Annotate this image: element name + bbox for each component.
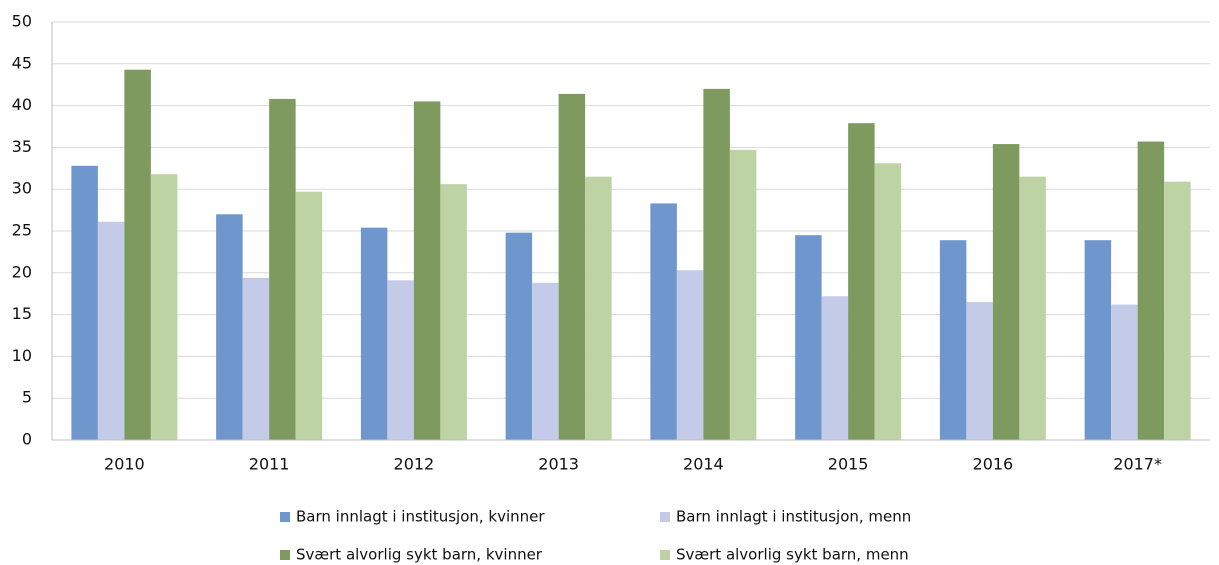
- bar: [242, 277, 270, 440]
- legend-swatch: [280, 512, 290, 522]
- y-tick-label: 45: [12, 53, 32, 72]
- bar: [848, 123, 875, 440]
- bar: [585, 176, 612, 440]
- bar: [992, 144, 1020, 440]
- y-tick-label: 15: [12, 304, 32, 323]
- bar: [939, 240, 967, 440]
- legend-swatch: [660, 512, 670, 522]
- bar: [1164, 181, 1191, 440]
- bar: [505, 232, 533, 440]
- bar: [71, 165, 98, 441]
- bar: [360, 227, 388, 440]
- bar: [413, 101, 441, 441]
- legend-swatch: [280, 550, 290, 560]
- x-tick-label: 2013: [538, 455, 579, 474]
- bar: [1084, 240, 1112, 440]
- x-tick-label: 2011: [249, 455, 290, 474]
- x-tick-label: 2016: [973, 455, 1014, 474]
- legend-label: Barn innlagt i institusjon, kvinner: [296, 508, 545, 526]
- bar: [703, 88, 730, 440]
- x-tick-label: 2017*: [1113, 455, 1162, 474]
- bar: [387, 280, 414, 440]
- legend-label: Svært alvorlig sykt barn, kvinner: [296, 546, 543, 564]
- bar: [97, 221, 125, 440]
- y-tick-label: 5: [22, 388, 32, 407]
- x-tick-label: 2012: [394, 455, 435, 474]
- bar: [676, 270, 704, 440]
- x-tick-label: 2010: [104, 455, 145, 474]
- x-tick-label: 2014: [683, 455, 724, 474]
- bar: [1137, 141, 1165, 440]
- bar: [795, 235, 822, 440]
- y-tick-label: 20: [12, 262, 32, 281]
- bar: [558, 93, 586, 441]
- legend-label: Barn innlagt i institusjon, menn: [676, 508, 911, 526]
- bar: [150, 174, 178, 441]
- y-tick-label: 10: [12, 346, 32, 365]
- y-tick-label: 40: [12, 95, 32, 114]
- bar: [532, 282, 559, 440]
- bar: [1019, 176, 1046, 440]
- y-tick-label: 35: [12, 137, 32, 156]
- y-tick-label: 25: [12, 221, 32, 240]
- bar: [1111, 304, 1138, 440]
- bar: [874, 163, 902, 440]
- y-tick-label: 50: [12, 12, 32, 31]
- bar: [216, 214, 243, 440]
- bar: [821, 296, 849, 440]
- bar: [295, 191, 323, 440]
- y-tick-label: 0: [22, 430, 32, 449]
- bar: [966, 302, 993, 440]
- bar: [440, 184, 467, 440]
- x-tick-label: 2015: [828, 455, 869, 474]
- bar: [729, 149, 757, 440]
- bar: [124, 69, 151, 440]
- bar: [269, 98, 296, 441]
- legend-swatch: [660, 550, 670, 560]
- bar: [650, 203, 677, 440]
- legend-label: Svært alvorlig sykt barn, menn: [676, 546, 909, 564]
- y-tick-label: 30: [12, 179, 32, 198]
